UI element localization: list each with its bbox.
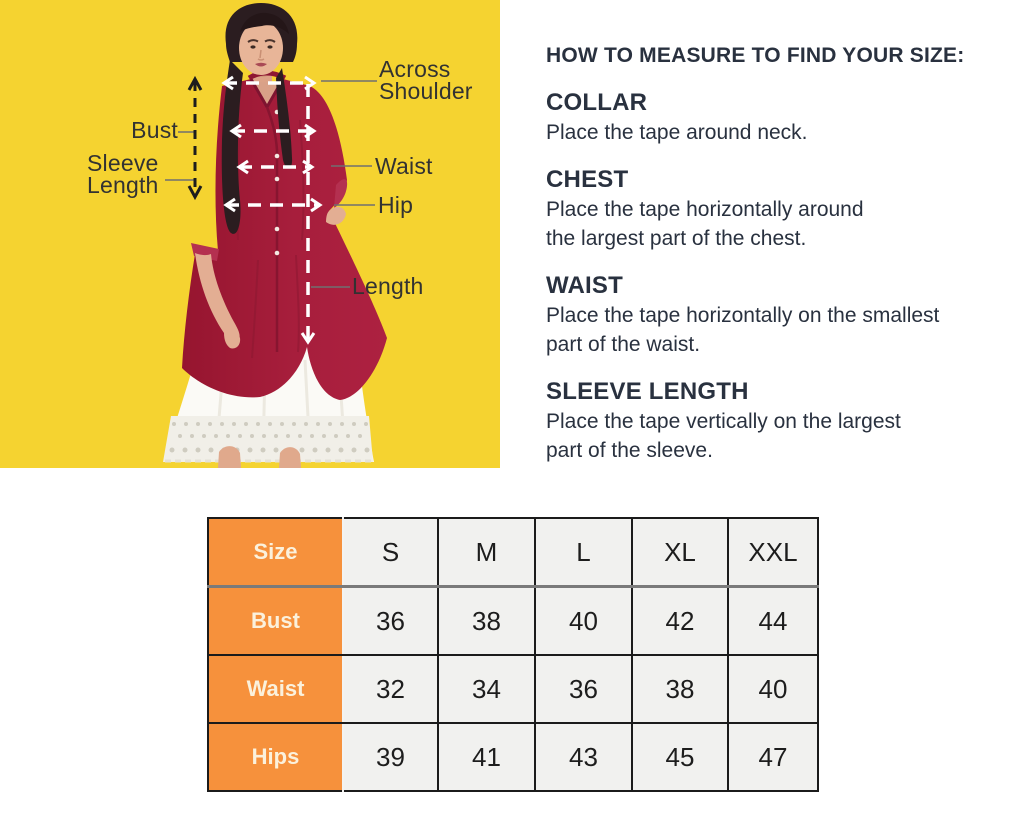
label-waist: Waist xyxy=(375,153,433,179)
cell-value: 43 xyxy=(534,723,632,791)
section-title: COLLAR xyxy=(546,89,648,116)
model-right-hand xyxy=(326,206,346,225)
cell-value: 39 xyxy=(343,723,438,791)
cell-value: 40 xyxy=(534,586,632,656)
instructions-heading: HOW TO MEASURE TO FIND YOUR SIZE: xyxy=(546,44,965,67)
cell-value: 47 xyxy=(727,723,818,791)
model-feet xyxy=(218,446,301,468)
label-hip: Hip xyxy=(378,192,414,218)
table-row-waist: Waist 32 34 36 38 40 xyxy=(208,655,818,724)
cell-value: 36 xyxy=(343,586,438,656)
button-placket xyxy=(265,106,279,352)
cell-value: 45 xyxy=(631,723,728,791)
section-body: Place the tape horizontally on the small… xyxy=(546,304,940,356)
cell-value: 40 xyxy=(727,655,818,724)
section-title: SLEEVE LENGTH xyxy=(546,378,749,405)
model-hair-strands xyxy=(221,12,293,234)
cell-value: 42 xyxy=(631,586,728,656)
size-col-s: S xyxy=(343,518,438,588)
size-col-m: M xyxy=(437,518,535,588)
instruction-section-chest: CHEST Place the tape horizontally around… xyxy=(546,167,998,253)
size-col-xl: XL xyxy=(631,518,728,588)
size-chart: Size S M L XL XXL Bust 36 38 40 42 44 Wa… xyxy=(207,517,819,792)
section-title: CHEST xyxy=(546,166,629,193)
label-across-shoulder: Across Shoulder xyxy=(379,56,473,104)
instruction-section-sleeve-length: SLEEVE LENGTH Place the tape vertically … xyxy=(546,379,998,465)
measure-arrowheads xyxy=(221,75,323,345)
row-label: Hips xyxy=(208,723,344,791)
cell-value: 38 xyxy=(437,586,535,656)
cell-value: 41 xyxy=(437,723,535,791)
measurement-lines xyxy=(221,75,323,345)
cell-value: 44 xyxy=(727,586,818,656)
cell-value: 32 xyxy=(343,655,438,724)
corner-cell: Size xyxy=(208,518,344,588)
cell-value: 36 xyxy=(534,655,632,724)
row-label: Bust xyxy=(208,586,344,656)
section-body: Place the tape around neck. xyxy=(546,121,808,144)
cell-value: 34 xyxy=(437,655,535,724)
model-illustration xyxy=(163,3,387,468)
label-sleeve-length: Sleeve Length xyxy=(87,150,159,198)
neckline xyxy=(251,79,283,107)
size-col-xxl: XXL xyxy=(727,518,818,588)
label-bust: Bust xyxy=(131,117,178,143)
label-connectors xyxy=(165,80,377,288)
table-header-row: Size S M L XL XXL xyxy=(208,518,818,588)
instruction-section-waist: WAIST Place the tape horizontally on the… xyxy=(546,273,998,359)
row-label: Waist xyxy=(208,655,344,724)
measure-instructions: HOW TO MEASURE TO FIND YOUR SIZE: COLLAR… xyxy=(546,42,998,465)
table-row-bust: Bust 36 38 40 42 44 xyxy=(208,586,818,656)
size-chart-table: Size S M L XL XXL Bust 36 38 40 42 44 Wa… xyxy=(207,517,819,792)
measurement-illustration: Across Shoulder Bust Sleeve Length Waist… xyxy=(0,0,500,468)
section-title: WAIST xyxy=(546,272,623,299)
instruction-section-collar: COLLAR Place the tape around neck. xyxy=(546,90,998,147)
label-length: Length xyxy=(352,273,424,299)
cell-value: 38 xyxy=(631,655,728,724)
size-col-l: L xyxy=(534,518,632,588)
model-left-arm xyxy=(195,253,241,349)
table-row-hips: Hips 39 41 43 45 47 xyxy=(208,723,818,791)
section-body: Place the tape vertically on the largest… xyxy=(546,410,901,462)
model-face xyxy=(239,21,283,75)
sleeve-length-measure-line xyxy=(187,75,203,201)
section-body: Place the tape horizontally around the l… xyxy=(546,198,864,250)
